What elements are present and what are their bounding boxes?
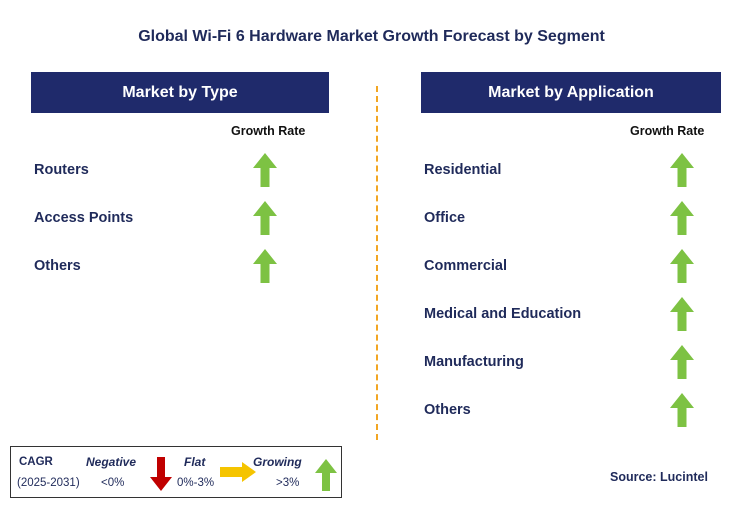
segment-label: Others (34, 258, 81, 274)
segment-label: Medical and Education (424, 306, 582, 322)
arrow-up-icon (670, 297, 694, 331)
arrow-right-icon (220, 462, 256, 482)
legend-growing-range: >3% (276, 477, 300, 489)
source-note: Source: Lucintel (610, 470, 708, 484)
segment-row: Access Points (34, 201, 334, 237)
arrow-up-icon (253, 153, 277, 187)
growth-rate-label-application: Growth Rate (630, 124, 705, 138)
segment-label: Manufacturing (424, 354, 524, 370)
legend-period: (2025-2031) (17, 477, 80, 489)
arrow-up-icon (670, 393, 694, 427)
legend-flat-range: 0%-3% (177, 477, 215, 489)
cagr-legend: CAGR (2025-2031) Negative <0% Flat 0%-3%… (10, 446, 342, 498)
legend-flat-label: Flat (184, 455, 206, 469)
panel-divider (376, 86, 378, 440)
segment-label: Office (424, 210, 466, 226)
segment-row: Others (34, 249, 334, 285)
segment-row: Office (424, 201, 724, 237)
arrow-up-icon (253, 201, 277, 235)
arrow-up-icon (670, 345, 694, 379)
arrow-up-icon (315, 459, 337, 491)
growth-rate-label-type: Growth Rate (231, 124, 306, 138)
arrow-up-icon (253, 249, 277, 283)
segment-label: Others (424, 402, 471, 418)
market-by-application-header: Market by Application (421, 72, 721, 113)
segment-row: Others (424, 393, 724, 429)
segment-row: Medical and Education (424, 297, 724, 333)
segment-label: Commercial (424, 258, 508, 274)
market-by-type-header: Market by Type (31, 72, 329, 113)
segment-label: Access Points (34, 210, 134, 226)
arrow-up-icon (670, 249, 694, 283)
segment-row: Commercial (424, 249, 724, 285)
segment-row: Residential (424, 153, 724, 189)
segment-row: Manufacturing (424, 345, 724, 381)
segment-label: Routers (34, 162, 89, 178)
arrow-up-icon (670, 201, 694, 235)
segment-label: Residential (424, 162, 502, 178)
arrow-up-icon (670, 153, 694, 187)
page-title: Global Wi-Fi 6 Hardware Market Growth Fo… (138, 28, 605, 45)
legend-negative-label: Negative (86, 455, 137, 469)
legend-cagr-label: CAGR (19, 456, 53, 468)
arrow-down-icon (150, 457, 172, 491)
legend-growing-label: Growing (253, 455, 302, 469)
legend-negative-range: <0% (101, 477, 125, 489)
segment-row: Routers (34, 153, 334, 189)
